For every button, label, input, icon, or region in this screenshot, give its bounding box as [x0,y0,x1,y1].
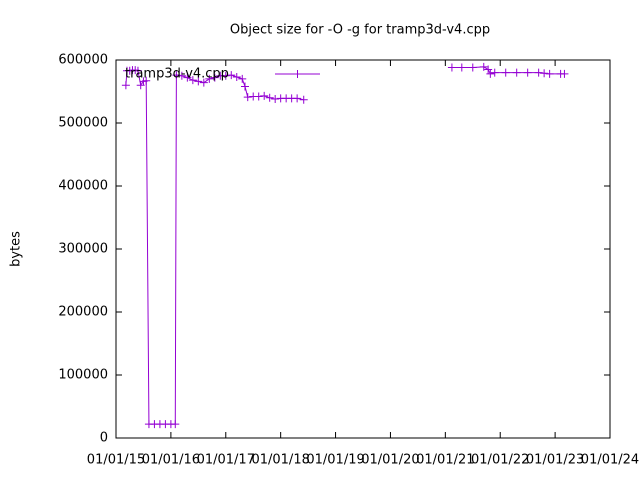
point [205,74,214,83]
y-tick-label: 300000 [58,242,108,257]
point [534,68,543,77]
point [501,68,510,77]
point [490,68,499,77]
point [199,78,208,87]
point [243,93,252,102]
y-axis-label: bytes [9,231,24,267]
point [457,63,466,72]
point [183,73,192,82]
point [271,95,280,104]
x-tick-label: 01/01/19 [306,453,364,468]
y-tick-label: 200000 [58,305,108,320]
point [523,68,532,77]
point [512,68,521,77]
y-tick-label: 500000 [58,116,108,131]
point [240,82,249,91]
point [221,71,230,80]
point [486,69,495,78]
y-tick-label: 100000 [58,368,108,383]
y-tick-label: 0 [100,431,108,446]
point [210,73,219,82]
point [188,76,197,85]
point [545,69,554,78]
legend-point [293,70,302,78]
point [265,93,274,102]
point [133,66,142,75]
point [254,92,263,101]
point [177,71,186,80]
point [484,65,493,74]
x-tick-label: 01/01/23 [526,453,584,468]
point [171,420,180,429]
point [468,63,477,72]
point [479,62,488,71]
point [227,71,236,80]
x-tick-label: 01/01/16 [142,453,200,468]
point [260,91,269,100]
point [293,94,302,103]
x-tick-label: 01/01/18 [251,453,309,468]
x-tick-label: 01/01/22 [471,453,529,468]
point [232,73,241,82]
point [238,74,247,83]
point [172,71,181,80]
point [560,69,569,78]
point [540,69,549,78]
x-tick-label: 01/01/21 [416,453,474,468]
point [142,76,151,85]
legend-label: tramp3d-v4.cpp [125,67,229,82]
y-tick-label: 400000 [58,179,108,194]
y-tick-label: 600000 [58,53,108,68]
chart-title: Object size for -O -g for tramp3d-v4.cpp [230,23,490,38]
x-tick-label: 01/01/20 [361,453,419,468]
point [121,81,130,90]
x-tick-label: 01/01/17 [197,453,255,468]
point [299,95,308,104]
point [447,63,456,72]
point [194,77,203,86]
x-tick-label: 01/01/24 [581,453,639,468]
x-tick-label: 01/01/15 [87,453,145,468]
